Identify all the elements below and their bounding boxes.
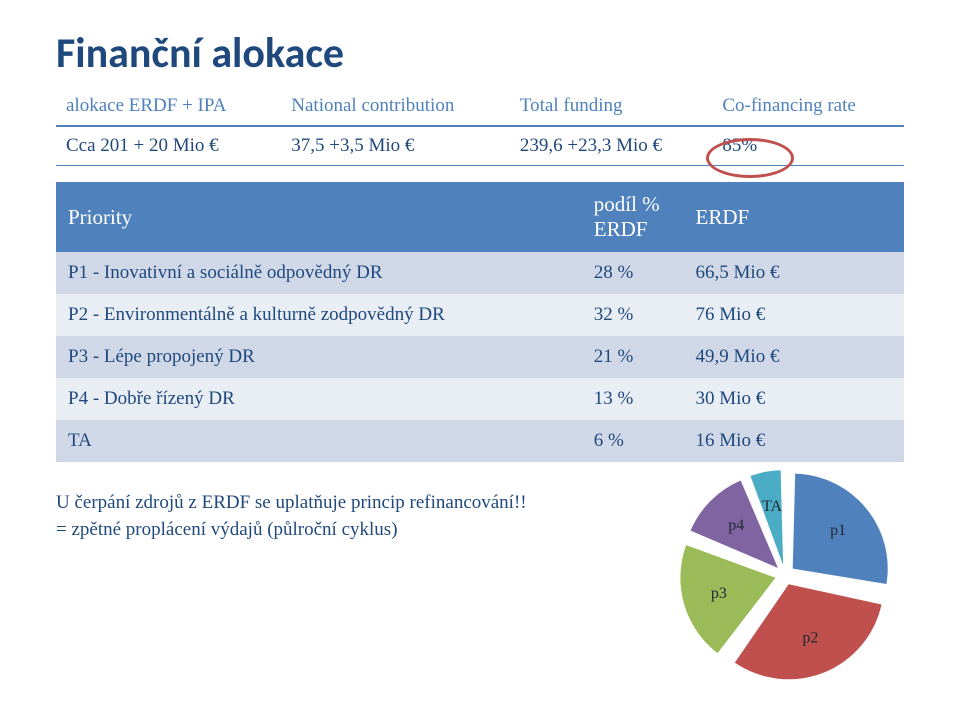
priority-row: P4 - Dobře řízený DR13 %30 Mio € bbox=[56, 378, 904, 420]
priority-name: P3 - Lépe propojený DR bbox=[56, 336, 582, 378]
t2-h2: ERDF bbox=[684, 182, 904, 252]
t1-h3: Co-financing rate bbox=[712, 87, 904, 126]
priority-table: Priority podíl % ERDF ERDF P1 - Inovativ… bbox=[56, 182, 904, 462]
pie-chart: p1 p2 p3 p4 TA bbox=[680, 470, 900, 690]
pie-label-p3: p3 bbox=[711, 585, 727, 602]
t1-d0: Cca 201 + 20 Mio € bbox=[56, 126, 281, 166]
slide-title: Finanční alokace bbox=[56, 28, 904, 79]
footnote-line1: U čerpání zdrojů z ERDF se uplatňuje pri… bbox=[56, 492, 527, 513]
table1-header-row: alokace ERDF + IPA National contribution… bbox=[56, 87, 904, 126]
priority-pct: 32 % bbox=[582, 294, 684, 336]
t2-h0: Priority bbox=[56, 182, 582, 252]
pie-chart-svg: p1 p2 p3 p4 TA bbox=[680, 470, 890, 680]
funding-summary-table: alokace ERDF + IPA National contribution… bbox=[56, 87, 904, 166]
t1-d1: 37,5 +3,5 Mio € bbox=[281, 126, 510, 166]
t1-d3: 85% bbox=[712, 126, 904, 166]
t1-d2: 239,6 +23,3 Mio € bbox=[510, 126, 712, 166]
priority-amt: 76 Mio € bbox=[684, 294, 904, 336]
priority-amt: 49,9 Mio € bbox=[684, 336, 904, 378]
t1-h0: alokace ERDF + IPA bbox=[56, 87, 281, 126]
t2-header-row: Priority podíl % ERDF ERDF bbox=[56, 182, 904, 252]
footnote: U čerpání zdrojů z ERDF se uplatňuje pri… bbox=[56, 490, 599, 543]
priority-pct: 6 % bbox=[582, 420, 684, 462]
t1-h2: Total funding bbox=[510, 87, 712, 126]
t1-h1: National contribution bbox=[281, 87, 510, 126]
priority-row: TA6 %16 Mio € bbox=[56, 420, 904, 462]
pie-label-p4: p4 bbox=[728, 517, 744, 534]
priority-row: P1 - Inovativní a sociálně odpovědný DR2… bbox=[56, 252, 904, 294]
priority-row: P2 - Environmentálně a kulturně zodpověd… bbox=[56, 294, 904, 336]
priority-pct: 21 % bbox=[582, 336, 684, 378]
priority-amt: 30 Mio € bbox=[684, 378, 904, 420]
pie-label-p1: p1 bbox=[830, 522, 846, 539]
t2-h1: podíl % ERDF bbox=[582, 182, 684, 252]
priority-row: P3 - Lépe propojený DR21 %49,9 Mio € bbox=[56, 336, 904, 378]
priority-name: P2 - Environmentálně a kulturně zodpověd… bbox=[56, 294, 582, 336]
pie-label-TA: TA bbox=[762, 498, 782, 515]
footnote-line2: = zpětné proplácení výdajů (půlroční cyk… bbox=[56, 519, 398, 540]
pie-label-p2: p2 bbox=[802, 630, 818, 647]
table1-data-row: Cca 201 + 20 Mio € 37,5 +3,5 Mio € 239,6… bbox=[56, 126, 904, 166]
priority-name: TA bbox=[56, 420, 582, 462]
priority-amt: 16 Mio € bbox=[684, 420, 904, 462]
priority-amt: 66,5 Mio € bbox=[684, 252, 904, 294]
priority-pct: 28 % bbox=[582, 252, 684, 294]
priority-name: P4 - Dobře řízený DR bbox=[56, 378, 582, 420]
priority-pct: 13 % bbox=[582, 378, 684, 420]
priority-name: P1 - Inovativní a sociálně odpovědný DR bbox=[56, 252, 582, 294]
